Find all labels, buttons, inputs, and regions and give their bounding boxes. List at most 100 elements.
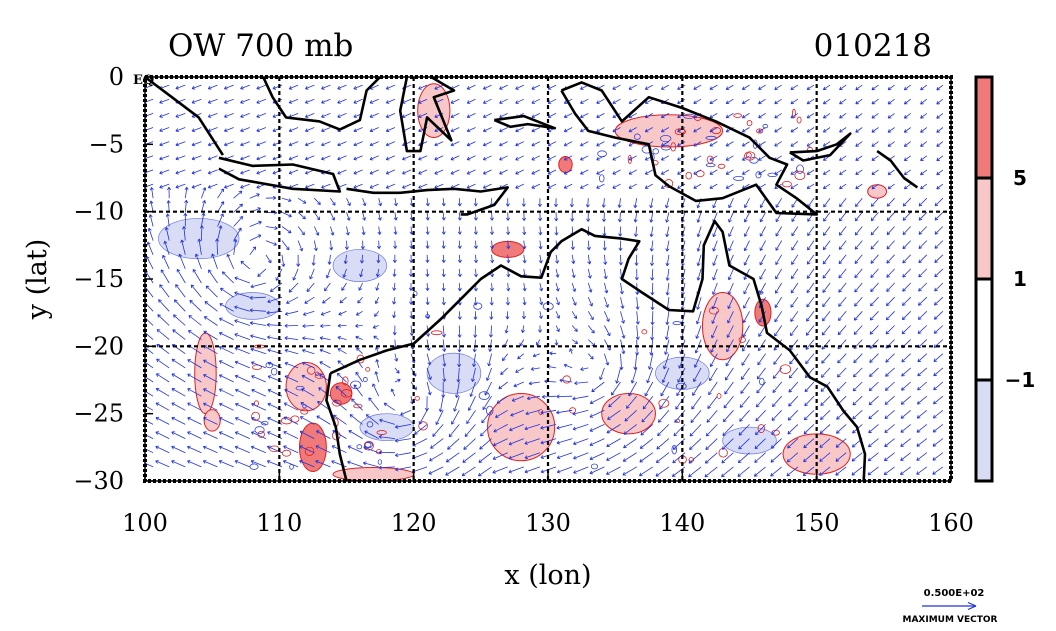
wind-vector — [330, 226, 335, 236]
wind-vector — [272, 84, 283, 90]
wind-vector — [695, 325, 702, 339]
wind-vector — [693, 127, 702, 133]
wind-vector — [741, 155, 750, 161]
contour-ring — [708, 306, 720, 315]
wind-vector — [425, 254, 430, 263]
wind-vector — [839, 98, 847, 105]
negative-ow-area — [426, 352, 482, 394]
wind-vector — [838, 254, 847, 265]
wind-vector — [299, 430, 315, 439]
wind-vector — [563, 127, 573, 133]
wind-vector — [394, 378, 401, 383]
wind-vector — [774, 141, 782, 147]
wind-vector — [917, 381, 928, 391]
wind-vector — [917, 325, 928, 334]
wind-vector — [234, 305, 250, 312]
wind-vector — [337, 348, 347, 355]
wind-vector — [517, 353, 525, 360]
y-tick-label: −30 — [73, 467, 124, 495]
contour-ring — [295, 385, 305, 391]
wind-vector — [705, 424, 718, 437]
wind-vector — [671, 466, 686, 477]
contour-ring — [590, 463, 599, 470]
wind-vector — [337, 335, 347, 340]
positive-ow-area — [285, 362, 327, 412]
wind-vector — [563, 113, 573, 119]
contour-ring — [675, 382, 687, 390]
wind-vector — [620, 297, 625, 309]
wind-vector — [712, 268, 718, 281]
wind-vector — [696, 226, 702, 238]
wind-vector — [884, 395, 895, 405]
wind-vector — [934, 254, 944, 263]
wind-vector — [618, 254, 623, 266]
wind-vector — [806, 183, 815, 189]
wind-vector — [855, 141, 863, 147]
wind-vector — [917, 367, 928, 377]
wind-vector — [522, 240, 527, 250]
wind-vector — [155, 431, 170, 439]
wind-vector — [531, 169, 541, 175]
wind-vector — [839, 84, 847, 91]
wind-vector — [360, 240, 365, 250]
wind-vector — [727, 297, 734, 310]
positive-ow-area — [601, 393, 656, 435]
wind-vector — [304, 127, 315, 133]
wind-vector — [187, 402, 202, 411]
wind-vector — [870, 296, 879, 307]
wind-vector — [256, 169, 267, 175]
wind-vector — [721, 466, 734, 478]
wind-vector — [739, 395, 750, 408]
wind-vector — [628, 155, 637, 161]
wind-vector — [791, 268, 799, 280]
wind-vector — [791, 254, 799, 265]
wind-vector — [871, 155, 879, 161]
wind-vector — [385, 127, 396, 133]
y-tick-label: −15 — [73, 265, 124, 293]
contour-ring — [430, 330, 443, 336]
wind-vector — [571, 297, 577, 306]
contour-ring — [627, 154, 632, 165]
wind-vector — [187, 431, 202, 439]
contour-ring — [350, 380, 362, 390]
wind-vector — [743, 282, 750, 295]
wind-vector — [788, 367, 799, 379]
wind-vector — [505, 212, 510, 221]
wind-vector — [499, 155, 508, 161]
wind-vector — [622, 466, 637, 476]
wind-vector — [541, 394, 557, 399]
coastline-layer — [145, 77, 919, 481]
wind-vector — [743, 240, 750, 252]
wind-vector — [693, 141, 702, 147]
wind-vector — [369, 127, 379, 133]
colorbar-band — [976, 77, 992, 178]
x-tick-label: 100 — [122, 509, 168, 537]
wind-vector — [790, 311, 799, 322]
y-tick-label: −25 — [73, 400, 124, 428]
wind-vector — [145, 361, 154, 369]
wind-vector — [159, 284, 170, 298]
wind-vector — [728, 240, 734, 252]
wind-vector — [790, 127, 799, 133]
wind-vector — [868, 438, 879, 448]
wind-vector — [250, 431, 267, 439]
wind-vector — [464, 424, 476, 437]
wind-vector — [155, 460, 170, 468]
wind-vector — [207, 98, 218, 104]
wind-vector — [479, 438, 492, 450]
wind-vector — [515, 183, 524, 189]
wind-vector — [805, 353, 815, 365]
wind-vector — [256, 141, 267, 147]
wind-vector — [773, 353, 783, 365]
wind-vector — [852, 395, 863, 406]
wind-vector — [886, 212, 895, 221]
wind-vector — [473, 325, 478, 338]
wind-vector — [402, 113, 412, 118]
wind-vector — [665, 311, 670, 325]
wind-vector — [853, 353, 863, 364]
wind-vector — [466, 183, 476, 189]
wind-vector — [563, 141, 573, 147]
contour-ring — [633, 133, 641, 140]
wind-vector — [819, 466, 831, 476]
wind-vector — [743, 297, 750, 309]
